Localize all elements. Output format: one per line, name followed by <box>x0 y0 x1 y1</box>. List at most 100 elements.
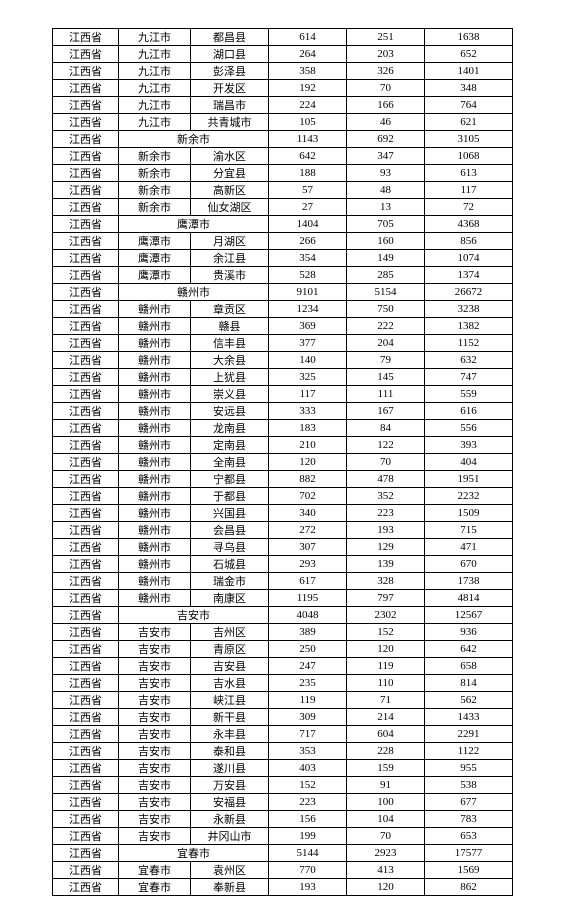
cell-col-4: 214 <box>347 709 425 726</box>
cell-col-0: 江西省 <box>53 539 119 556</box>
cell-col-1: 新余市 <box>119 148 191 165</box>
cell-col-4: 91 <box>347 777 425 794</box>
cell-col-2: 上犹县 <box>191 369 269 386</box>
cell-col-2: 青原区 <box>191 641 269 658</box>
cell-col-1: 九江市 <box>119 29 191 46</box>
cell-col-1: 吉安市 <box>119 811 191 828</box>
cell-province: 江西省 <box>53 216 119 233</box>
cell-city-summary: 赣州市 <box>119 284 269 301</box>
cell-city-summary: 新余市 <box>119 131 269 148</box>
cell-col-1: 赣州市 <box>119 590 191 607</box>
cell-col-2: 遂川县 <box>191 760 269 777</box>
table-row: 江西省赣州市崇义县117111559 <box>53 386 513 403</box>
cell-col-5: 117 <box>425 182 513 199</box>
cell-col-0: 江西省 <box>53 828 119 845</box>
table-row: 江西省九江市彭泽县3583261401 <box>53 63 513 80</box>
cell-col-3: 117 <box>269 386 347 403</box>
cell-col-3: 120 <box>269 454 347 471</box>
cell-col-3: 156 <box>269 811 347 828</box>
cell-province: 江西省 <box>53 131 119 148</box>
cell-col-3: 377 <box>269 335 347 352</box>
cell-col-2: 渝水区 <box>191 148 269 165</box>
cell-col-0: 江西省 <box>53 80 119 97</box>
table-row: 江西省宜春市5144292317577 <box>53 845 513 862</box>
cell-col-1: 吉安市 <box>119 692 191 709</box>
table-row: 江西省新余市分宜县18893613 <box>53 165 513 182</box>
cell-col-1: 吉安市 <box>119 709 191 726</box>
cell-col-0: 江西省 <box>53 63 119 80</box>
cell-col-1: 赣州市 <box>119 454 191 471</box>
cell-col-0: 江西省 <box>53 318 119 335</box>
cell-col-1: 新余市 <box>119 182 191 199</box>
cell-col-1: 赣州市 <box>119 386 191 403</box>
cell-col-0: 江西省 <box>53 46 119 63</box>
cell-col-3: 353 <box>269 743 347 760</box>
cell-col-5: 2232 <box>425 488 513 505</box>
cell-col-2: 章贡区 <box>191 301 269 318</box>
table-row: 江西省吉安市吉安县247119658 <box>53 658 513 675</box>
cell-col-0: 江西省 <box>53 624 119 641</box>
cell-col-1: 吉安市 <box>119 675 191 692</box>
cell-col-4: 93 <box>347 165 425 182</box>
cell-col-0: 江西省 <box>53 420 119 437</box>
cell-col-5: 1382 <box>425 318 513 335</box>
table-row: 江西省吉安市永丰县7176042291 <box>53 726 513 743</box>
cell-col-4: 223 <box>347 505 425 522</box>
cell-col-1: 赣州市 <box>119 369 191 386</box>
cell-col-4: 166 <box>347 97 425 114</box>
cell-col-0: 江西省 <box>53 743 119 760</box>
cell-col-3: 882 <box>269 471 347 488</box>
cell-col-1: 赣州市 <box>119 352 191 369</box>
cell-col-2: 于都县 <box>191 488 269 505</box>
cell-col-5: 1401 <box>425 63 513 80</box>
cell-col-5: 613 <box>425 165 513 182</box>
cell-col-3: 105 <box>269 114 347 131</box>
cell-col-4: 119 <box>347 658 425 675</box>
cell-col-1: 吉安市 <box>119 658 191 675</box>
cell-col-2: 安远县 <box>191 403 269 420</box>
cell-col-0: 江西省 <box>53 777 119 794</box>
cell-col-3: 192 <box>269 80 347 97</box>
table-row: 江西省吉安市永新县156104783 <box>53 811 513 828</box>
cell-col-0: 江西省 <box>53 556 119 573</box>
cell-col-4: 100 <box>347 794 425 811</box>
cell-col-2: 井冈山市 <box>191 828 269 845</box>
cell-col-5: 658 <box>425 658 513 675</box>
cell-col-5: 538 <box>425 777 513 794</box>
cell-col-2: 安福县 <box>191 794 269 811</box>
cell-col-1: 吉安市 <box>119 828 191 845</box>
cell-v2: 5154 <box>347 284 425 301</box>
cell-col-4: 70 <box>347 828 425 845</box>
cell-col-4: 46 <box>347 114 425 131</box>
cell-col-1: 吉安市 <box>119 794 191 811</box>
cell-col-5: 621 <box>425 114 513 131</box>
cell-col-5: 677 <box>425 794 513 811</box>
cell-col-4: 152 <box>347 624 425 641</box>
cell-col-2: 信丰县 <box>191 335 269 352</box>
table-row: 江西省新余市高新区5748117 <box>53 182 513 199</box>
cell-col-3: 528 <box>269 267 347 284</box>
cell-col-1: 赣州市 <box>119 301 191 318</box>
cell-col-5: 642 <box>425 641 513 658</box>
cell-col-0: 江西省 <box>53 641 119 658</box>
cell-col-2: 永新县 <box>191 811 269 828</box>
table-row: 江西省赣州市会昌县272193715 <box>53 522 513 539</box>
cell-col-3: 152 <box>269 777 347 794</box>
cell-v3: 3105 <box>425 131 513 148</box>
table-row: 江西省吉安市安福县223100677 <box>53 794 513 811</box>
cell-col-2: 瑞金市 <box>191 573 269 590</box>
table-row: 江西省九江市共青城市10546621 <box>53 114 513 131</box>
cell-col-3: 57 <box>269 182 347 199</box>
table-row: 江西省新余市渝水区6423471068 <box>53 148 513 165</box>
cell-col-4: 251 <box>347 29 425 46</box>
cell-col-2: 湖口县 <box>191 46 269 63</box>
cell-col-0: 江西省 <box>53 352 119 369</box>
cell-col-5: 1569 <box>425 862 513 879</box>
table-row: 江西省赣州市9101515426672 <box>53 284 513 301</box>
cell-col-1: 宜春市 <box>119 879 191 896</box>
cell-col-3: 235 <box>269 675 347 692</box>
cell-col-1: 鹰潭市 <box>119 250 191 267</box>
cell-col-4: 110 <box>347 675 425 692</box>
cell-col-5: 1638 <box>425 29 513 46</box>
table-row: 江西省赣州市南康区11957974814 <box>53 590 513 607</box>
